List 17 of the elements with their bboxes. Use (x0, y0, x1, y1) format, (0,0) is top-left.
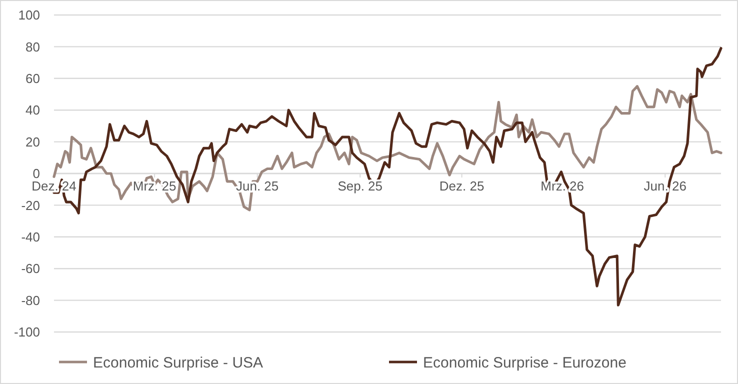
x-tick-label: Dez. 25 (439, 178, 484, 194)
y-tick-label: 60 (26, 70, 40, 86)
y-tick-label: -80 (21, 292, 40, 308)
y-tick-label: -20 (21, 198, 40, 213)
legend-label: Economic Surprise - USA (93, 354, 264, 372)
x-tick-label: Jun. 26 (644, 178, 686, 194)
y-tick-label: 0 (32, 166, 40, 182)
y-tick-label: -40 (21, 229, 40, 244)
legend-label: Economic Surprise - Eurozone (423, 354, 626, 372)
y-tick-label: 100 (18, 8, 40, 23)
y-tick-label: 20 (26, 134, 40, 150)
y-tick-label: -100 (14, 324, 40, 340)
x-tick-label: Mrz. 26 (540, 178, 584, 194)
y-tick-label: 40 (26, 102, 40, 118)
y-tick-label: 80 (26, 39, 40, 54)
y-tick-label: -60 (21, 261, 40, 276)
x-tick-label: Sep. 25 (338, 178, 383, 194)
